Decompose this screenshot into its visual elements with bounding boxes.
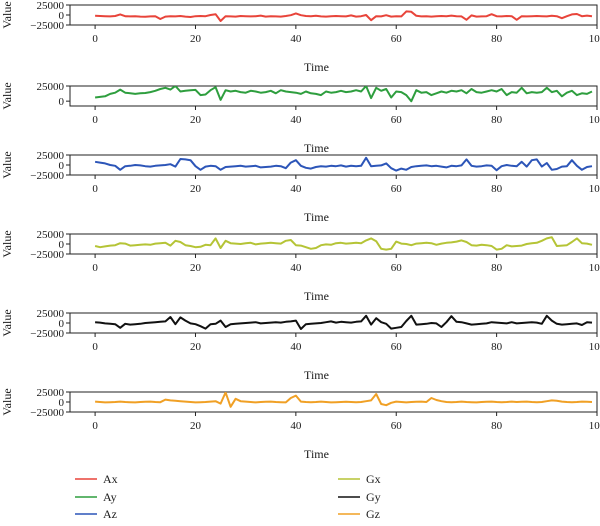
y-tick-label: 0 (59, 397, 65, 409)
legend-item-ay: Ay (75, 490, 117, 504)
y-tick-label: 25000 (37, 229, 65, 241)
x-tick-label: 80 (491, 420, 503, 432)
x-tick-label: 100 (589, 420, 600, 432)
y-axis-title: Value (0, 82, 14, 109)
x-axis-title: Time (304, 289, 329, 303)
y-axis-title: Value (0, 1, 14, 28)
x-tick-label: 100 (589, 114, 600, 126)
series-line-ay (94, 86, 593, 103)
x-tick-label: 20 (190, 33, 202, 45)
series-line-gy (95, 314, 593, 330)
x-axis-title: Time (304, 141, 329, 155)
x-tick-label: 40 (290, 262, 302, 274)
x-tick-label: 100 (589, 262, 600, 274)
x-axis-title: Time (304, 60, 329, 74)
x-tick-label: 60 (391, 341, 403, 353)
x-axis-title: Time (304, 447, 329, 461)
y-tick-label: 25000 (37, 387, 65, 399)
legend-label: Ay (103, 490, 117, 504)
legend-item-gz: Gz (338, 507, 380, 521)
x-tick-label: 80 (491, 114, 503, 126)
series-line-gz (95, 392, 593, 408)
y-tick-label: 25000 (37, 150, 65, 162)
series-line-gx (94, 236, 593, 251)
y-axis-title: Value (0, 151, 14, 178)
x-axis-title: Time (304, 210, 329, 224)
x-tick-label: 40 (290, 420, 302, 432)
x-tick-label: 100 (589, 183, 600, 195)
y-tick-label: −25000 (30, 328, 64, 340)
legend-label: Gx (366, 472, 381, 486)
y-tick-label: −25000 (30, 170, 64, 182)
x-axis-title: Time (304, 368, 329, 382)
legend-label: Gz (366, 507, 380, 521)
series-line-ax (95, 10, 593, 22)
x-tick-label: 0 (92, 420, 98, 432)
legend-label: Ax (103, 472, 118, 486)
y-tick-label: 0 (59, 239, 65, 251)
y-tick-label: 25000 (37, 0, 65, 12)
y-axis-title: Value (0, 309, 14, 336)
x-tick-label: 20 (190, 114, 202, 126)
x-tick-label: 0 (92, 33, 98, 45)
x-tick-label: 40 (290, 33, 302, 45)
x-tick-label: 20 (190, 183, 202, 195)
plot-frame (69, 85, 598, 107)
x-tick-label: 60 (391, 420, 403, 432)
x-tick-label: 80 (491, 33, 503, 45)
legend: Ax Ay Az Gx Gy Gz (75, 472, 381, 521)
x-tick-label: 20 (190, 341, 202, 353)
y-tick-label: 0 (59, 160, 65, 172)
x-tick-label: 0 (92, 114, 98, 126)
y-tick-label: −25000 (30, 407, 64, 419)
x-tick-label: 80 (491, 183, 503, 195)
y-tick-label: 0 (59, 318, 65, 330)
legend-item-ax: Ax (75, 472, 118, 486)
y-tick-label: 0 (59, 96, 65, 108)
panel-ay: 25000 0 Value 0 20 40 60 80 100 Time (0, 81, 600, 155)
x-tick-label: 100 (589, 341, 600, 353)
x-tick-label: 60 (391, 33, 403, 45)
x-tick-label: 0 (92, 262, 98, 274)
y-tick-label: −25000 (30, 20, 64, 32)
x-tick-label: 20 (190, 420, 202, 432)
y-tick-label: 0 (59, 10, 65, 22)
legend-label: Gy (366, 490, 381, 504)
y-tick-label: −25000 (30, 249, 64, 261)
x-tick-label: 80 (491, 341, 503, 353)
x-tick-label: 0 (92, 183, 98, 195)
y-tick-label: 25000 (37, 308, 65, 320)
x-tick-label: 60 (391, 114, 403, 126)
x-tick-label: 40 (290, 114, 302, 126)
x-tick-label: 60 (391, 183, 403, 195)
x-tick-label: 80 (491, 262, 503, 274)
x-tick-label: 0 (92, 341, 98, 353)
x-tick-label: 40 (290, 183, 302, 195)
legend-item-az: Az (75, 507, 117, 521)
y-tick-label: 25000 (37, 81, 65, 93)
y-axis-title: Value (0, 230, 14, 257)
legend-item-gy: Gy (338, 490, 381, 504)
x-tick-label: 60 (391, 262, 403, 274)
legend-label: Az (103, 507, 117, 521)
legend-item-gx: Gx (338, 472, 381, 486)
series-line-az (94, 156, 593, 172)
y-axis-title: Value (0, 388, 14, 415)
x-tick-label: 20 (190, 262, 202, 274)
plot-frame (69, 4, 598, 26)
x-tick-label: 40 (290, 341, 302, 353)
x-tick-label: 100 (589, 33, 600, 45)
